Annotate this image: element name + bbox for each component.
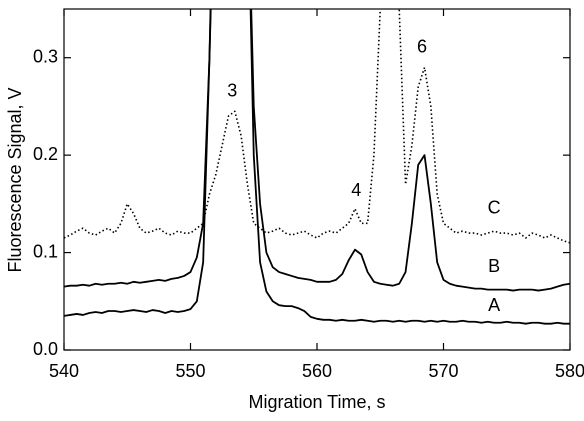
y-axis-label: Fluorescence Signal, V <box>5 87 25 272</box>
x-tick-label: 570 <box>428 361 458 381</box>
x-tick-label: 580 <box>555 361 584 381</box>
plot-area <box>64 9 570 325</box>
x-tick-label: 540 <box>49 361 79 381</box>
series-line <box>64 9 570 325</box>
series-line <box>64 9 570 292</box>
series-label: A <box>488 295 500 315</box>
series-line <box>64 9 570 244</box>
x-tick-label: 550 <box>175 361 205 381</box>
y-tick-label: 0.1 <box>33 241 58 261</box>
x-tick-label: 560 <box>302 361 332 381</box>
peak-label: 6 <box>417 37 427 57</box>
peak-label: 3 <box>227 81 237 101</box>
y-tick-label: 0.2 <box>33 144 58 164</box>
peak-label: 4 <box>351 180 361 200</box>
series-label: C <box>488 197 501 217</box>
y-tick-label: 0.3 <box>33 46 58 66</box>
series-label: B <box>488 256 500 276</box>
x-axis-label: Migration Time, s <box>248 392 385 412</box>
y-tick-label: 0.0 <box>33 339 58 359</box>
